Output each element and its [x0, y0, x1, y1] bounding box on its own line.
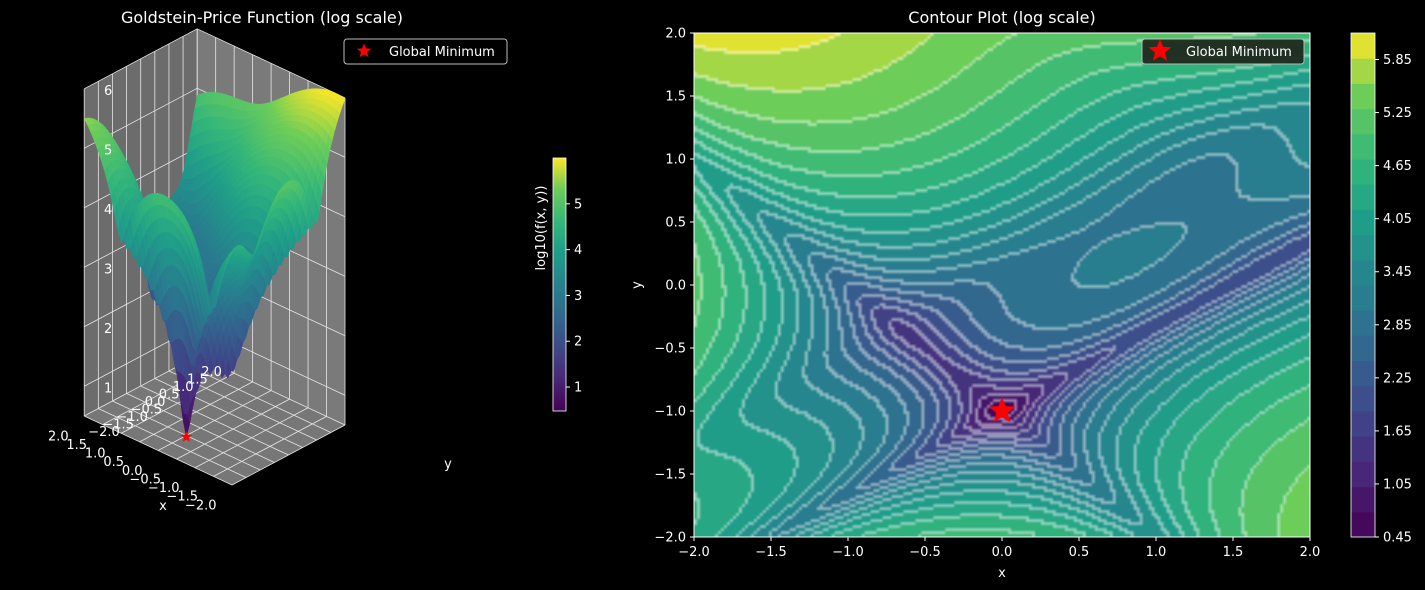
contour-x-axis-label: x [998, 566, 1006, 581]
surface-axis-ticks: −2.0−1.5−1.0−0.50.00.51.01.52.0 −2.0−1.5−… [48, 84, 222, 513]
surface-x-tick: −1.0 [148, 481, 180, 496]
contour-x-tick: −0.5 [909, 545, 941, 560]
contour-y-tick: 0.0 [665, 279, 686, 294]
contour-colorbar-tick: 1.65 [1383, 424, 1412, 439]
surface-y-tick: −1.0 [116, 410, 148, 425]
contour-y-axis-label: y [630, 281, 645, 289]
surface-y-tick: 2.0 [201, 365, 222, 380]
contour-y-tick: 2.0 [665, 27, 686, 42]
surface-z-tick: 2 [104, 322, 112, 337]
surface-colorbar-tick: 2 [574, 335, 582, 350]
contour-x-tick: 0.0 [992, 545, 1013, 560]
contour-colorbar-tick: 2.25 [1383, 371, 1412, 386]
contour-colorbar-tick: 0.45 [1383, 531, 1412, 546]
surface-mesh [83, 88, 346, 442]
surface-y-tick: 1.0 [173, 380, 194, 395]
contour-x-tick: −2.0 [678, 545, 710, 560]
surface-min-marker [180, 430, 193, 442]
contour-y-tick: −2.0 [654, 531, 686, 546]
surface-x-tick: 1.0 [85, 447, 106, 462]
contour-x-tick: −1.5 [755, 545, 787, 560]
contour-x-tick: −1.0 [832, 545, 864, 560]
contour-colorbar-tick: 1.05 [1383, 477, 1412, 492]
surface-y-tick: 0.5 [159, 388, 180, 403]
contour-y-tick: −1.0 [654, 405, 686, 420]
legend-star-marker [1148, 39, 1172, 61]
contour-x-tick: 1.5 [1223, 545, 1244, 560]
contour-colorbar-ticks: 5.85 5.25 4.65 4.05 3.45 2.85 2.25 1.65 1.05 0.45 [1375, 53, 1412, 546]
surface-colorbar-tick: 5 [574, 197, 582, 212]
surface-legend-label: Global Minimum [389, 45, 495, 60]
contour-y-tick: 0.5 [665, 216, 686, 231]
surface-plot: −2.0−1.5−1.0−0.50.00.51.01.52.0 −2.0−1.5−… [48, 28, 346, 513]
legend-star-marker [356, 43, 372, 58]
surface-x-tick: 2.0 [48, 429, 69, 444]
contour-legend: Global Minimum [1141, 38, 1305, 65]
surface-x-tick: 1.5 [66, 438, 87, 453]
surface-z-tick: 3 [104, 262, 112, 277]
contour-colorbar-tick: 4.05 [1383, 212, 1412, 227]
surface-x-tick: −0.5 [129, 472, 161, 487]
contour-plot-area [694, 33, 1310, 537]
contour-y-tick: −1.5 [654, 468, 686, 483]
surface-y-axis-label: y [444, 457, 452, 472]
surface-y-tick: 0.0 [145, 395, 166, 410]
contour-colorbar-tick: 5.25 [1383, 106, 1412, 121]
surface-z-tick: 4 [104, 203, 112, 218]
surface-z-tick: 5 [104, 143, 112, 158]
surface-x-tick: 0.0 [122, 464, 143, 479]
contour-title: Contour Plot (log scale) [908, 8, 1095, 27]
surface-title: Goldstein-Price Function (log scale) [121, 8, 403, 27]
contour-colorbar-tick: 5.85 [1383, 53, 1412, 68]
surface-y-tick: −2.0 [88, 425, 120, 440]
contour-colorbar-tick: 3.45 [1383, 265, 1412, 280]
contour-legend-label: Global Minimum [1186, 45, 1292, 60]
contour-colorbar-bands [1351, 33, 1375, 538]
surface-colorbar-tick: 4 [574, 243, 582, 258]
surface-x-tick: 0.5 [103, 455, 124, 470]
contour-colorbar-tick: 4.65 [1383, 159, 1412, 174]
surface-x-tick: −1.5 [166, 490, 198, 505]
surface-y-tick: −0.5 [131, 403, 163, 418]
surface-z-tick: 1 [104, 381, 112, 396]
surface-colorbar-tick: 3 [574, 289, 582, 304]
surface-colorbar-ticks: 1 2 3 4 5 [566, 197, 582, 396]
global-minimum-marker [988, 397, 1016, 423]
contour-x-tick: 2.0 [1300, 545, 1321, 560]
contour-y-tick: 1.0 [665, 153, 686, 168]
surface-y-tick: 1.5 [187, 373, 208, 388]
surface-y-tick: −1.5 [102, 418, 134, 433]
surface-colorbar: 1 2 3 4 5 log10(f(x, y)) [534, 157, 582, 412]
surface-colorbar-label: log10(f(x, y)) [534, 186, 549, 271]
contour-colorbar: 5.85 5.25 4.65 4.05 3.45 2.85 2.25 1.65 1.05 0.45 [1350, 32, 1412, 546]
contour-y-tick: −0.5 [654, 342, 686, 357]
surface-x-tick: −2.0 [185, 498, 217, 513]
contour-fill [694, 33, 1310, 537]
contour-colorbar-tick: 2.85 [1383, 318, 1412, 333]
contour-x-tick: 0.5 [1069, 545, 1090, 560]
surface-z-tick: 6 [104, 84, 112, 99]
contour-y-tick: 1.5 [665, 90, 686, 105]
surface-colorbar-tick: 1 [574, 381, 582, 396]
surface-legend: Global Minimum [343, 38, 508, 65]
surface-x-axis-label: x [159, 499, 167, 514]
contour-axis-ticks: −2.0 −1.5 −1.0 −0.5 0.0 0.5 1.0 1.5 2.0 2.0 1.5 1.0… [654, 27, 1320, 561]
contour-x-tick: 1.0 [1146, 545, 1167, 560]
